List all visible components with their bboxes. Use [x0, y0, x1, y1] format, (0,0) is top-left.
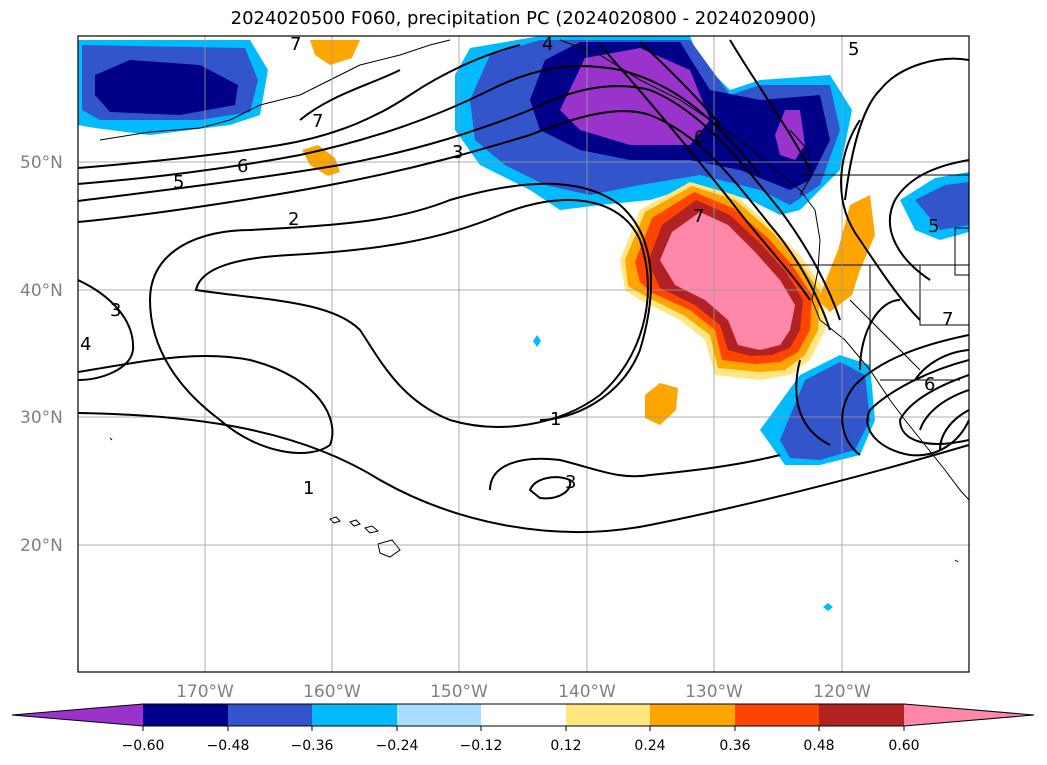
contour-label: 4: [542, 34, 553, 55]
colorbar-segment: [819, 704, 904, 726]
colorbar-tick-label: 0.48: [803, 738, 834, 754]
colorbar-segment: [228, 704, 312, 726]
map-title: 2024020500 F060, precipitation PC (20240…: [230, 8, 817, 29]
colorbar-tick-label: 0.36: [719, 738, 750, 754]
colorbar-tick-label: −0.12: [460, 738, 503, 754]
colorbar-tick-label: −0.48: [207, 738, 250, 754]
colorbar-tick-label: −0.24: [376, 738, 419, 754]
lat-label-20n: 20°N: [20, 536, 63, 556]
contour-label: 5: [848, 39, 859, 60]
colorbar-segment: [12, 704, 143, 726]
contour-label: 5: [928, 216, 939, 237]
contour-label: 6: [924, 374, 935, 395]
lon-label-130w: 130°W: [685, 682, 743, 702]
contour-label: 7: [290, 34, 301, 55]
colorbar-tick-label: 0.12: [550, 738, 581, 754]
colorbar-tick-label: 0.60: [888, 738, 919, 754]
contour-label: 6: [237, 156, 248, 177]
colorbar-segment: [650, 704, 735, 726]
colorbar-tick-label: −0.60: [122, 738, 165, 754]
contour-lines: [78, 39, 969, 534]
contour-label: 7: [693, 206, 704, 227]
contour-label: 1: [303, 478, 314, 499]
contour-label: 1: [550, 409, 561, 430]
colorbar-segment: [735, 704, 819, 726]
contour-label: 5: [173, 172, 184, 193]
colorbar-segment: [904, 704, 1034, 726]
lon-label-170w: 170°W: [176, 682, 234, 702]
lat-label-30n: 30°N: [20, 408, 63, 428]
latitude-labels: 50°N 40°N 30°N 20°N: [20, 153, 63, 556]
contour-label: 3: [565, 472, 576, 493]
lon-label-120w: 120°W: [813, 682, 871, 702]
colorbar-segment: [143, 704, 228, 726]
colorbar-segment: [566, 704, 650, 726]
contour-label: 4: [80, 334, 91, 355]
contour-labels: 1 1 1 2 3 3 3 4 4 5 5 5 6 6 6 7 7 7 7: [80, 34, 953, 499]
colorbar-ticks: [142, 726, 905, 731]
contour-label: 2: [288, 209, 299, 230]
contour-label: 7: [942, 309, 953, 330]
lat-label-40n: 40°N: [20, 281, 63, 301]
contour-label: 6: [694, 127, 705, 148]
lon-label-150w: 150°W: [430, 682, 488, 702]
contour-label: 7: [312, 111, 323, 132]
precipitation-fill-layer: [78, 36, 969, 611]
colorbar-tick-label: −0.36: [291, 738, 334, 754]
colorbar-tick-label: 0.24: [634, 738, 665, 754]
contour-label: 3: [110, 300, 121, 321]
gridlines: [78, 36, 969, 672]
colorbar-segment: [481, 704, 566, 726]
lon-label-140w: 140°W: [558, 682, 616, 702]
lon-label-160w: 160°W: [303, 682, 361, 702]
colorbar: −0.60 −0.48 −0.36 −0.24 −0.12 0.12 0.24 …: [11, 703, 1035, 754]
colorbar-segment: [312, 704, 397, 726]
longitude-labels: 170°W 160°W 150°W 140°W 130°W 120°W: [176, 682, 871, 702]
contour-label: 3: [452, 142, 463, 163]
colorbar-segment: [397, 704, 481, 726]
plot-frame: [77, 35, 970, 673]
lat-label-50n: 50°N: [20, 153, 63, 173]
